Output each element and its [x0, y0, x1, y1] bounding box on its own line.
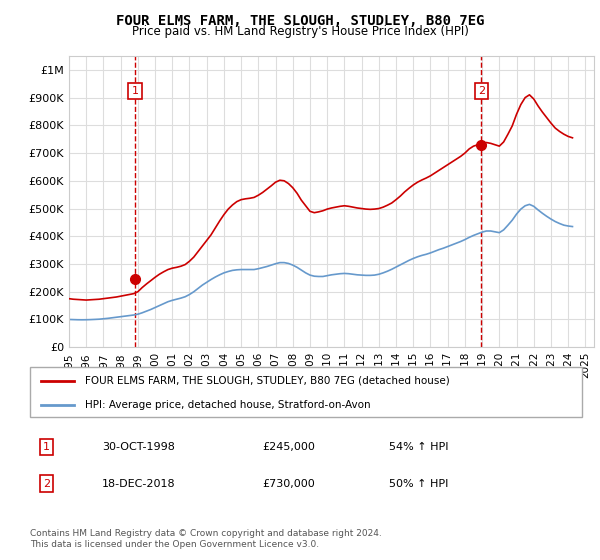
Text: 2: 2 — [43, 479, 50, 488]
Text: HPI: Average price, detached house, Stratford-on-Avon: HPI: Average price, detached house, Stra… — [85, 400, 371, 409]
Text: £245,000: £245,000 — [262, 442, 315, 452]
Text: 30-OCT-1998: 30-OCT-1998 — [102, 442, 175, 452]
Text: 1: 1 — [131, 86, 139, 96]
Text: 18-DEC-2018: 18-DEC-2018 — [102, 479, 175, 488]
FancyBboxPatch shape — [30, 367, 582, 417]
Text: £730,000: £730,000 — [262, 479, 314, 488]
Text: 50% ↑ HPI: 50% ↑ HPI — [389, 479, 448, 488]
Text: FOUR ELMS FARM, THE SLOUGH, STUDLEY, B80 7EG: FOUR ELMS FARM, THE SLOUGH, STUDLEY, B80… — [116, 14, 484, 28]
Text: 1: 1 — [43, 442, 50, 452]
Text: Contains HM Land Registry data © Crown copyright and database right 2024.
This d: Contains HM Land Registry data © Crown c… — [30, 529, 382, 549]
Text: Price paid vs. HM Land Registry's House Price Index (HPI): Price paid vs. HM Land Registry's House … — [131, 25, 469, 38]
Text: 2: 2 — [478, 86, 485, 96]
Text: FOUR ELMS FARM, THE SLOUGH, STUDLEY, B80 7EG (detached house): FOUR ELMS FARM, THE SLOUGH, STUDLEY, B80… — [85, 376, 450, 386]
Text: 54% ↑ HPI: 54% ↑ HPI — [389, 442, 448, 452]
